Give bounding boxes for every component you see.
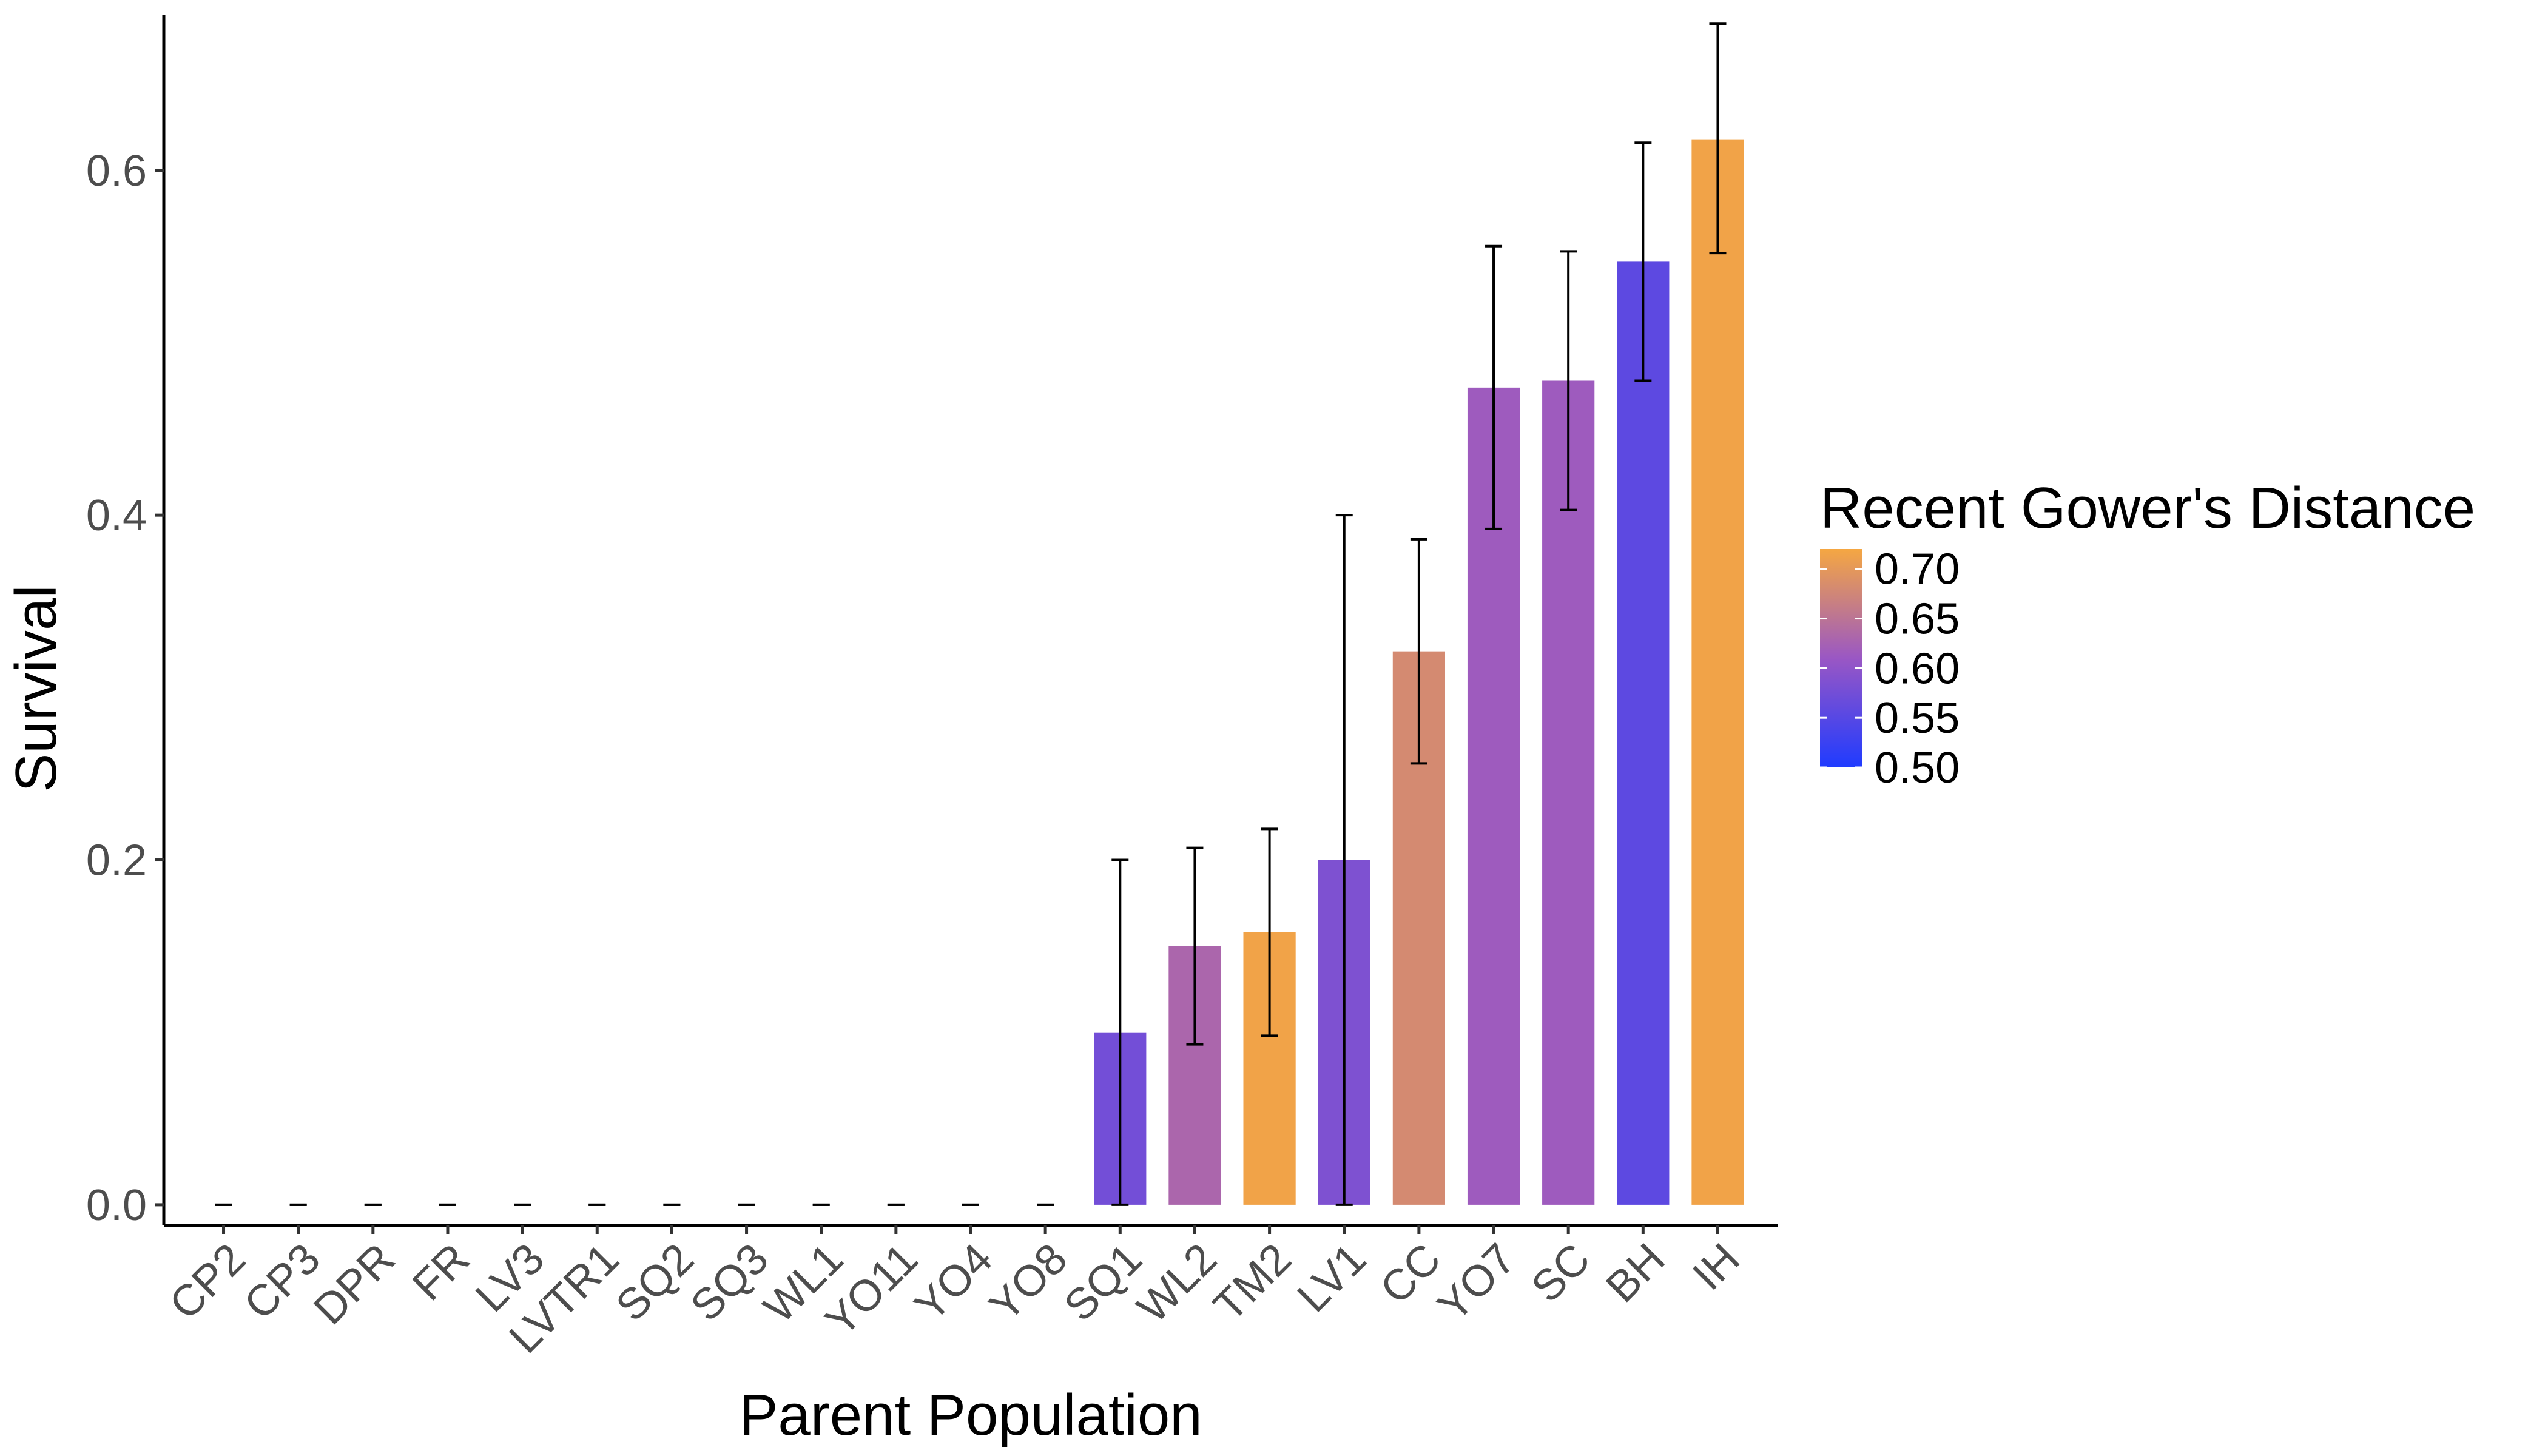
x-tick-label: SQ1	[1055, 1235, 1151, 1330]
x-tick-label: TM2	[1205, 1235, 1301, 1330]
axes	[162, 15, 1778, 1227]
plot-area	[215, 22, 1744, 1206]
error-bar-sc	[1560, 250, 1577, 511]
x-tick-label: IH	[1684, 1235, 1748, 1299]
bar-bh	[1617, 261, 1670, 1205]
x-tick-label: FR	[403, 1235, 479, 1310]
legend-label: 0.55	[1875, 694, 1960, 743]
x-tick-label: SQ2	[607, 1235, 703, 1330]
x-tick-label: SC	[1522, 1235, 1599, 1312]
y-tick-label: 0.0	[86, 1181, 147, 1230]
x-tick-label: DPR	[305, 1235, 404, 1334]
bar-sc	[1542, 380, 1595, 1205]
legend-title: Recent Gower's Distance	[1820, 476, 2475, 541]
x-tick-label: SQ3	[681, 1235, 777, 1330]
y-axis-title: Survival	[4, 585, 69, 792]
error-bar-tm2	[1261, 827, 1278, 1037]
error-bar-sq1	[1111, 858, 1129, 1206]
y-tick-label: 0.6	[86, 147, 147, 195]
x-tick-label: BH	[1597, 1235, 1674, 1312]
x-tick-label: YO8	[980, 1235, 1076, 1330]
error-bar-ih	[1709, 22, 1727, 255]
legend-label: 0.50	[1875, 744, 1960, 792]
x-axis-ticks: CP2CP3DPRFRLV3LVTR1SQ2SQ3WL1YO11YO4YO8SQ…	[160, 1225, 1749, 1363]
error-bar-bh	[1634, 141, 1652, 382]
error-bar-lv1	[1335, 514, 1353, 1206]
x-tick-label: YO4	[906, 1235, 1002, 1330]
legend-label: 0.65	[1875, 595, 1960, 644]
x-axis-title: Parent Population	[739, 1383, 1202, 1448]
y-axis-ticks: 0.0 0.2 0.4 0.6	[86, 147, 164, 1230]
y-tick-label: 0.4	[86, 491, 147, 540]
legend-ticks: 0.700.650.600.550.50	[1820, 545, 1960, 792]
legend-label: 0.60	[1875, 644, 1960, 693]
legend-colorbar	[1820, 549, 1862, 767]
bar-ih	[1691, 139, 1744, 1205]
x-tick-label: WL2	[1128, 1235, 1226, 1332]
error-bar-yo7	[1485, 244, 1503, 530]
x-tick-label: CP2	[160, 1235, 255, 1329]
x-tick-label: LV1	[1289, 1235, 1375, 1321]
error-bar-wl2	[1186, 846, 1204, 1046]
x-tick-label: CP3	[235, 1235, 329, 1329]
legend-label: 0.70	[1875, 545, 1960, 594]
legend: Recent Gower's Distance 0.700.650.600.55…	[1820, 476, 2475, 792]
error-bar-cc	[1410, 538, 1427, 765]
x-tick-label: YO7	[1429, 1235, 1525, 1330]
y-tick-label: 0.2	[86, 837, 147, 885]
